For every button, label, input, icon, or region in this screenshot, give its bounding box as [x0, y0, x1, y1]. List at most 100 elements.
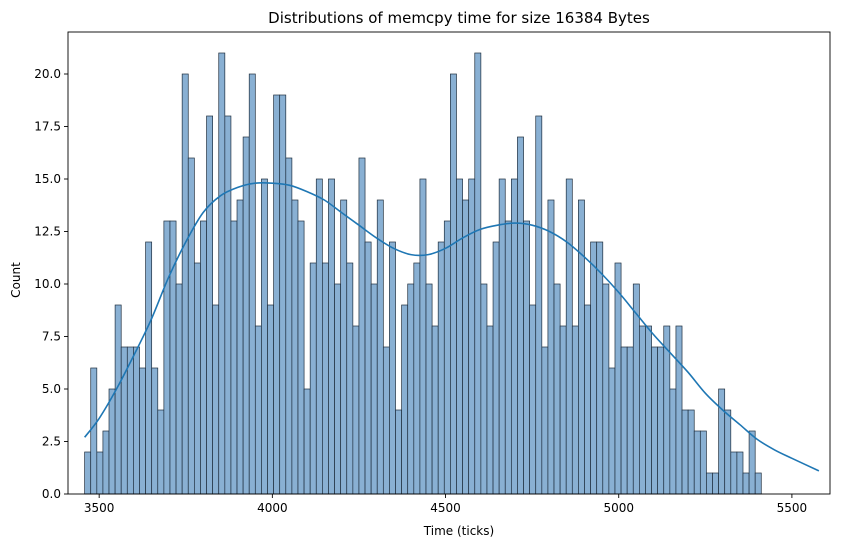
x-tick-label: 4500 [430, 501, 461, 515]
histogram-bar [578, 199, 585, 495]
histogram-bar [687, 409, 695, 495]
histogram-bar [718, 388, 726, 495]
y-tick-label: 5.0 [42, 382, 61, 396]
y-tick-label: 17.5 [34, 120, 61, 134]
histogram-bar [187, 157, 195, 495]
histogram-bar [328, 178, 335, 495]
histogram-bar [620, 346, 628, 495]
histogram-bar [462, 199, 470, 495]
x-tick-label: 5500 [777, 501, 808, 515]
histogram-bar [706, 472, 713, 495]
histogram-bar [565, 178, 573, 495]
histogram-bar [547, 199, 555, 495]
histogram-bar [431, 325, 439, 495]
histogram-bar [541, 346, 549, 495]
histogram-bar [334, 283, 342, 495]
histogram-bar [102, 430, 110, 495]
histogram-bar [376, 199, 384, 495]
y-tick-label: 7.5 [42, 330, 61, 344]
y-axis-ticks: 0.0 2.5 5.0 7.5 10.0 12.5 15.0 17.5 20.0 [34, 67, 68, 501]
x-axis-ticks: 3500 4000 4500 5000 5500 [84, 494, 807, 515]
histogram-bar [450, 73, 457, 495]
histogram-bar [352, 325, 360, 495]
histogram-bar [126, 346, 134, 495]
histogram-bar [242, 136, 250, 495]
histogram-bar [669, 388, 677, 495]
histogram-bar [254, 325, 262, 495]
histogram-bar [590, 241, 598, 495]
histogram-bar [748, 430, 756, 495]
histogram-bar [596, 241, 604, 495]
x-axis-label: Time (ticks) [423, 524, 494, 538]
histogram-bar [504, 220, 512, 495]
histogram-bar [681, 409, 689, 495]
histogram-bar [236, 199, 244, 495]
histogram-bar [724, 409, 732, 495]
histogram-bar [273, 94, 281, 495]
chart-title: Distributions of memcpy time for size 16… [268, 9, 650, 27]
y-axis-label: Count [9, 262, 23, 298]
histogram-bar [712, 472, 719, 495]
histogram-bar [492, 241, 500, 495]
histogram-bar [639, 325, 646, 495]
y-tick-label: 20.0 [34, 67, 61, 81]
y-tick-label: 12.5 [34, 225, 61, 239]
x-tick-label: 4000 [257, 501, 288, 515]
histogram-bars [84, 52, 762, 495]
histogram-bar [571, 325, 579, 495]
histogram-bar [248, 73, 256, 495]
histogram-bar [693, 430, 701, 495]
histogram-bar [84, 451, 92, 495]
histogram-bar [181, 73, 189, 495]
histogram-bar [200, 220, 207, 495]
histogram-bar [364, 241, 372, 495]
histogram-bar [456, 178, 463, 495]
histogram-bar [230, 220, 238, 495]
y-tick-label: 2.5 [42, 435, 61, 449]
histogram-bar [358, 157, 366, 495]
histogram-bar [315, 178, 323, 495]
histogram-bar [736, 451, 744, 495]
histogram-bar [145, 241, 153, 495]
histogram-bar [419, 178, 427, 495]
histogram-bar [510, 178, 518, 495]
histogram-bar [194, 262, 201, 495]
histogram-bar [480, 283, 488, 495]
histogram-bar [486, 325, 494, 495]
histogram-bar [303, 388, 311, 495]
histogram-bar [322, 262, 329, 495]
histogram-bar [175, 283, 183, 495]
histogram-bar [389, 241, 396, 495]
histogram-bar [559, 325, 567, 495]
histogram-bar [139, 367, 146, 495]
y-tick-label: 15.0 [34, 172, 61, 186]
histogram-bar [730, 451, 738, 495]
histogram-bar [474, 52, 482, 495]
histogram-bar [108, 388, 116, 495]
histogram-bar [608, 367, 616, 495]
histogram-bar [151, 367, 159, 495]
histogram-bar [754, 472, 762, 495]
histogram-bar [218, 52, 226, 495]
histogram-bar [413, 262, 421, 495]
histogram-bar [395, 409, 402, 495]
histogram-bar [675, 325, 683, 495]
histogram-bar [645, 325, 652, 495]
histogram-bar [382, 346, 390, 495]
histogram-bar [224, 115, 232, 495]
histogram-bar [498, 178, 506, 495]
histogram-bar [468, 178, 476, 495]
histogram-bar [626, 346, 634, 495]
histogram-bar [114, 304, 122, 495]
histogram-bar [370, 283, 378, 495]
histogram-bar [529, 304, 537, 495]
histogram-bar [133, 346, 140, 495]
histogram-bar [443, 220, 451, 495]
histogram-bar [651, 346, 658, 495]
histogram-bar [285, 157, 293, 495]
histogram-bar [96, 451, 104, 495]
histogram-bar [523, 220, 530, 495]
x-tick-label: 5000 [603, 501, 634, 515]
histogram-bar [212, 304, 220, 495]
histogram-bar [90, 367, 98, 495]
